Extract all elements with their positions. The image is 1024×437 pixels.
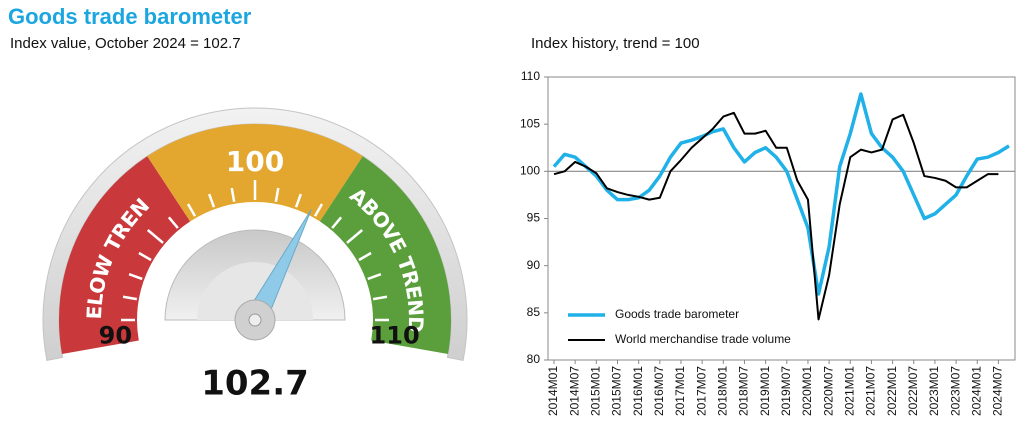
y-tick-label: 80 (527, 352, 541, 366)
gauge-minor-tick (186, 203, 197, 217)
gauge-minor-tick (122, 295, 138, 301)
gauge-minor-tick (346, 229, 364, 244)
gauge-minor-tick (274, 187, 280, 203)
legend-label: World merchandise trade volume (615, 332, 791, 346)
gauge-tick-label: 100 (226, 145, 284, 178)
gauge-minor-tick (372, 295, 388, 301)
x-tick-label: 2017M07 (694, 366, 708, 416)
gauge-minor-tick (294, 193, 303, 208)
gauge-band (59, 156, 191, 355)
x-tick-label: 2022M01 (885, 366, 899, 416)
y-tick-label: 100 (520, 164, 540, 178)
gauge-band (319, 156, 451, 355)
gauge-minor-tick (358, 251, 372, 262)
y-tick-label: 110 (521, 69, 540, 83)
gauge-minor-tick (138, 251, 152, 262)
gauge-band (147, 123, 363, 222)
x-tick-label: 2021M07 (864, 366, 878, 416)
x-tick-label: 2014M01 (546, 366, 560, 416)
gauge-tick-label: 110 (370, 321, 420, 349)
x-tick-label: 2019M01 (758, 366, 772, 416)
series-line (552, 92, 1010, 296)
x-tick-label: 2015M07 (610, 366, 624, 416)
x-tick-label: 2024M01 (969, 366, 983, 416)
x-tick-label: 2023M01 (927, 366, 941, 416)
gauge-tick-label: 90 (99, 321, 132, 349)
gauge-minor-tick (313, 203, 324, 217)
x-tick-label: 2016M07 (652, 366, 666, 416)
gauge-minor-tick (146, 229, 164, 244)
gauge-minor-tick (207, 193, 216, 208)
x-tick-label: 2020M01 (800, 366, 814, 416)
y-tick-label: 85 (527, 305, 541, 319)
x-tick-label: 2014M07 (567, 366, 581, 416)
x-tick-label: 2015M01 (588, 366, 602, 416)
x-tick-label: 2018M01 (715, 366, 729, 416)
page-title: Goods trade barometer (8, 4, 252, 29)
x-tick-label: 2017M01 (673, 366, 687, 416)
series-line (553, 111, 999, 321)
x-tick-label: 2021M01 (842, 366, 856, 416)
y-tick-label: 95 (527, 211, 541, 225)
gauge-hub-center (248, 313, 262, 327)
x-tick-label: 2024M07 (991, 366, 1005, 416)
y-tick-label: 90 (527, 258, 541, 272)
x-tick-label: 2016M01 (631, 366, 645, 416)
legend-label: Goods trade barometer (615, 307, 739, 321)
gauge-minor-tick (331, 216, 343, 229)
gauge-minor-tick (167, 216, 179, 229)
x-tick-label: 2023M07 (948, 366, 962, 416)
gauge-subtitle: Index value, October 2024 = 102.7 (10, 35, 241, 52)
gauge-value: 102.7 (201, 364, 309, 404)
x-tick-label: 2020M07 (821, 366, 835, 416)
x-tick-label: 2018M07 (737, 366, 751, 416)
gauge-minor-tick (230, 187, 236, 203)
gauge-minor-tick (128, 272, 143, 281)
chart-title: Index history, trend = 100 (531, 35, 700, 52)
gauge-minor-tick (367, 272, 382, 281)
x-tick-label: 2022M07 (906, 366, 920, 416)
x-tick-label: 2019M07 (779, 366, 793, 416)
y-tick-label: 105 (520, 116, 540, 130)
